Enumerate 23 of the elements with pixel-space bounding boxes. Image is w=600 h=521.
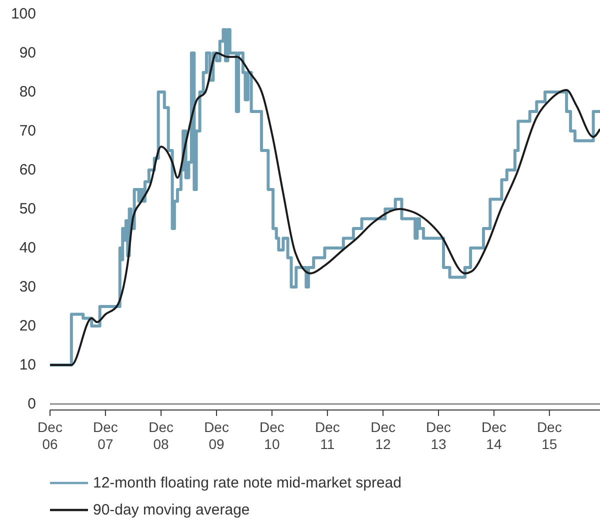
y-tick-label: 80	[19, 84, 36, 100]
x-tick-label: Dec 06	[38, 419, 62, 452]
x-tick-label: Dec 07	[93, 419, 118, 452]
x-tick-label: Dec 13	[426, 419, 451, 452]
y-tick-label: 0	[28, 396, 36, 412]
x-tick-label: Dec 15	[536, 419, 562, 452]
y-tick-label: 40	[19, 240, 36, 256]
y-tick-label: 90	[19, 44, 36, 62]
y-tick-label: 50	[19, 200, 36, 218]
x-tick-label: Dec 11	[314, 419, 340, 452]
x-tick-label: Dec 08	[148, 419, 174, 452]
y-tick-label: 60	[19, 162, 36, 178]
legend-label: 90-day moving average	[93, 502, 250, 518]
y-tick-label: 10	[19, 356, 36, 374]
y-tick-label: 100	[10, 6, 36, 22]
y-tick-label: 70	[19, 122, 36, 140]
x-tick-label: Dec 10	[260, 419, 284, 452]
legend-label: 12-month floating rate note mid-market spread	[93, 474, 402, 492]
x-tick-label: Dec 09	[204, 419, 229, 452]
y-tick-label: 20	[19, 318, 36, 334]
y-tick-label: 30	[19, 278, 36, 296]
x-tick-label: Dec 12	[370, 419, 396, 452]
x-tick-label: Dec 14	[481, 419, 506, 452]
